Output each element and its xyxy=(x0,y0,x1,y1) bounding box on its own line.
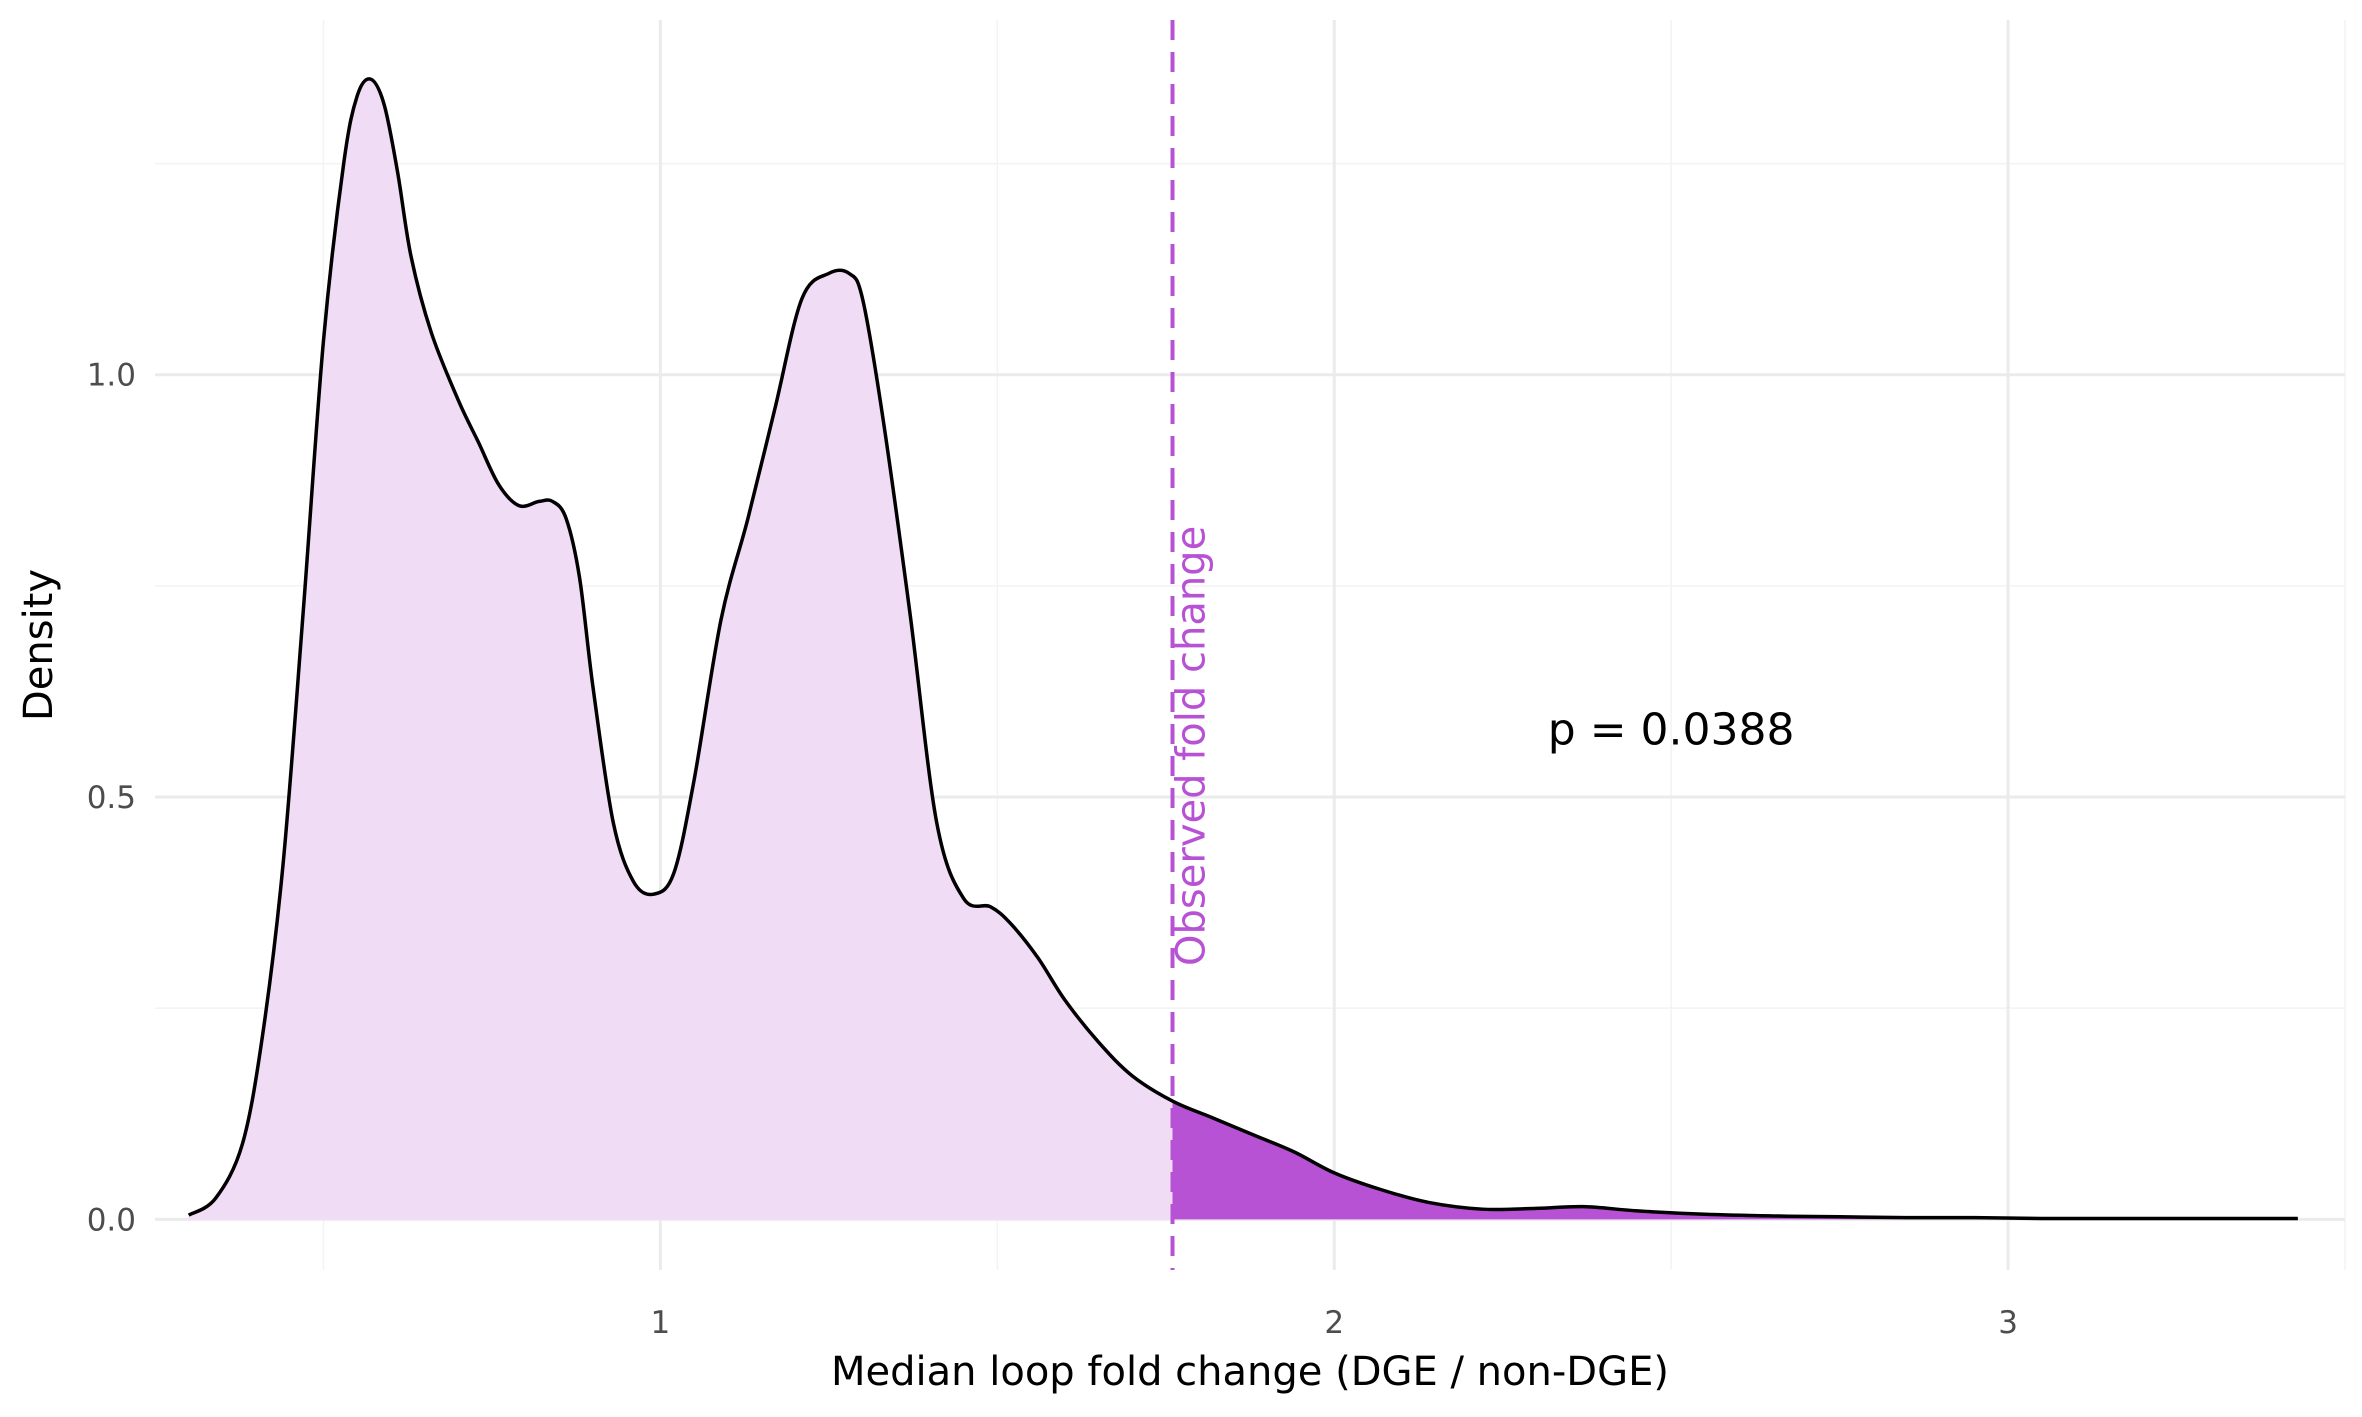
y-axis-title: Density xyxy=(16,569,62,721)
x-tick-label: 3 xyxy=(1998,1305,2018,1341)
x-tick-label: 1 xyxy=(651,1305,671,1341)
density-curve xyxy=(187,77,2298,1221)
y-tick-label: 1.0 xyxy=(87,358,136,394)
y-tick-label: 0.5 xyxy=(87,780,136,816)
x-axis-title: Median loop fold change (DGE / non-DGE) xyxy=(831,1349,1669,1395)
tail-fill-area xyxy=(1172,1101,2298,1220)
y-tick-label: 0.0 xyxy=(87,1202,136,1238)
y-axis-ticks: 0.0 0.5 1.0 xyxy=(87,358,136,1239)
observed-fold-change-label: Observed fold change xyxy=(1169,526,1215,966)
p-value-annotation: p = 0.0388 xyxy=(1548,704,1795,755)
x-tick-label: 2 xyxy=(1324,1305,1344,1341)
density-fill-area xyxy=(188,78,2298,1220)
x-axis-ticks: 1 2 3 xyxy=(651,1305,2018,1341)
